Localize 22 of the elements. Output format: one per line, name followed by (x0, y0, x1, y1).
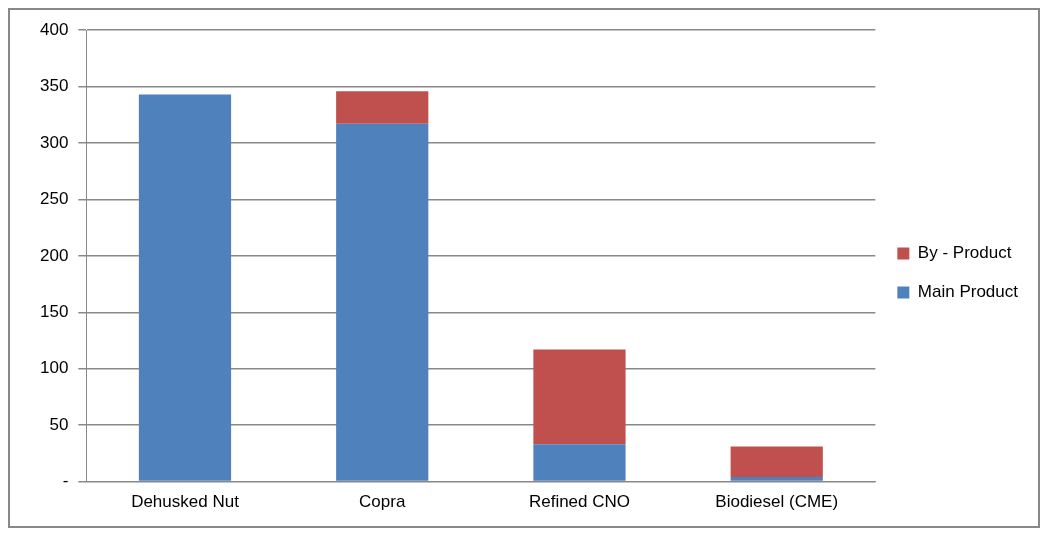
bar (730, 446, 823, 478)
y-tick-label: 100 (39, 358, 69, 378)
legend-label: Main Product (917, 282, 1019, 302)
y-tick-label: 300 (39, 132, 69, 152)
bar (730, 477, 823, 481)
legend-label: By - Product (917, 243, 1012, 263)
bar (336, 123, 429, 481)
bar (138, 94, 232, 481)
x-tick-label: Dehusked Nut (131, 492, 240, 512)
y-tick-label: 250 (39, 189, 69, 209)
y-tick-label: 150 (39, 302, 69, 322)
y-tick-label: 200 (39, 245, 69, 265)
y-tick-label: 50 (49, 414, 69, 434)
x-tick-label: Refined CNO (528, 492, 631, 512)
bar (533, 349, 626, 445)
bar (336, 91, 429, 124)
y-tick-label: 350 (39, 76, 69, 96)
bar (533, 444, 626, 481)
x-tick-label: Biodiesel (CME) (715, 492, 839, 512)
y-tick-label: 400 (39, 19, 69, 39)
x-tick-label: Copra (359, 492, 406, 512)
y-tick-label: - (62, 471, 69, 491)
